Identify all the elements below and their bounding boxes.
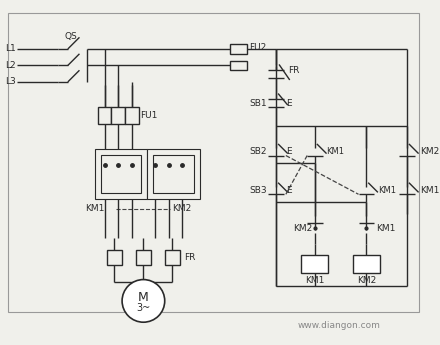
Bar (153, 155, 194, 193)
Text: KM1: KM1 (326, 147, 345, 156)
Text: L1: L1 (5, 45, 15, 53)
Text: KM2: KM2 (421, 147, 440, 156)
Text: KM1: KM1 (421, 186, 440, 195)
Text: KM1: KM1 (305, 276, 325, 285)
Bar (301, 255, 329, 273)
Bar (111, 107, 125, 124)
Text: M: M (138, 290, 149, 304)
Bar (101, 155, 142, 193)
Text: www.diangon.com: www.diangon.com (298, 321, 381, 329)
Bar (98, 107, 111, 124)
Bar (165, 249, 180, 265)
Bar (230, 44, 247, 54)
Text: FU1: FU1 (140, 111, 158, 120)
Bar (353, 255, 380, 273)
Text: E: E (286, 186, 291, 195)
Text: FR: FR (184, 253, 195, 262)
Bar (147, 149, 200, 199)
Text: FR: FR (288, 66, 299, 75)
Text: KM2: KM2 (172, 204, 192, 213)
Text: KM1: KM1 (378, 186, 396, 195)
Text: KM2: KM2 (357, 276, 376, 285)
Bar (230, 61, 247, 70)
Circle shape (122, 279, 165, 322)
Text: KM2: KM2 (293, 224, 313, 233)
Bar (106, 249, 122, 265)
Text: E: E (286, 147, 291, 156)
Text: SB2: SB2 (249, 147, 267, 156)
Bar (8, 13, 418, 312)
Bar (95, 149, 147, 199)
Text: KM1: KM1 (85, 204, 105, 213)
Text: QS: QS (65, 32, 78, 41)
Text: SB1: SB1 (249, 99, 267, 108)
Text: E: E (286, 99, 291, 108)
Text: SB3: SB3 (249, 186, 267, 195)
Bar (125, 107, 139, 124)
Text: FU2: FU2 (249, 42, 266, 51)
Bar (136, 249, 151, 265)
Text: 3~: 3~ (136, 303, 150, 313)
Text: L2: L2 (5, 61, 15, 70)
Text: KM1: KM1 (376, 224, 395, 233)
Text: L3: L3 (5, 77, 15, 86)
